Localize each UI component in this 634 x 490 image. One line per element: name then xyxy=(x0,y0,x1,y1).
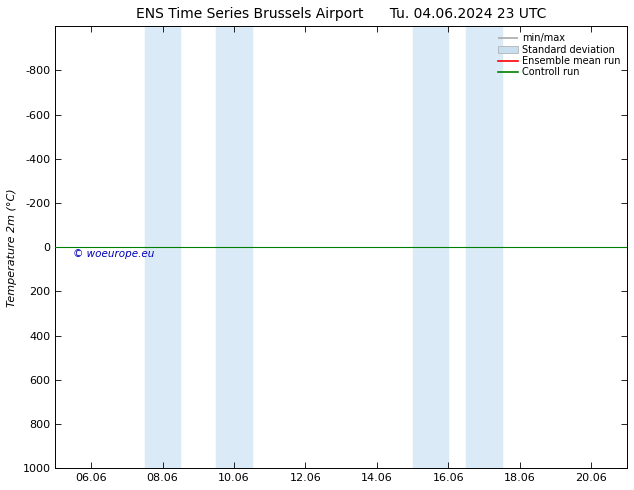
Bar xyxy=(216,26,252,468)
Bar xyxy=(413,26,448,468)
Y-axis label: Temperature 2m (°C): Temperature 2m (°C) xyxy=(7,188,17,307)
Bar xyxy=(145,26,181,468)
Title: ENS Time Series Brussels Airport      Tu. 04.06.2024 23 UTC: ENS Time Series Brussels Airport Tu. 04.… xyxy=(136,7,547,21)
Legend: min/max, Standard deviation, Ensemble mean run, Controll run: min/max, Standard deviation, Ensemble me… xyxy=(496,31,622,79)
Text: © woeurope.eu: © woeurope.eu xyxy=(72,249,154,259)
Bar xyxy=(466,26,502,468)
